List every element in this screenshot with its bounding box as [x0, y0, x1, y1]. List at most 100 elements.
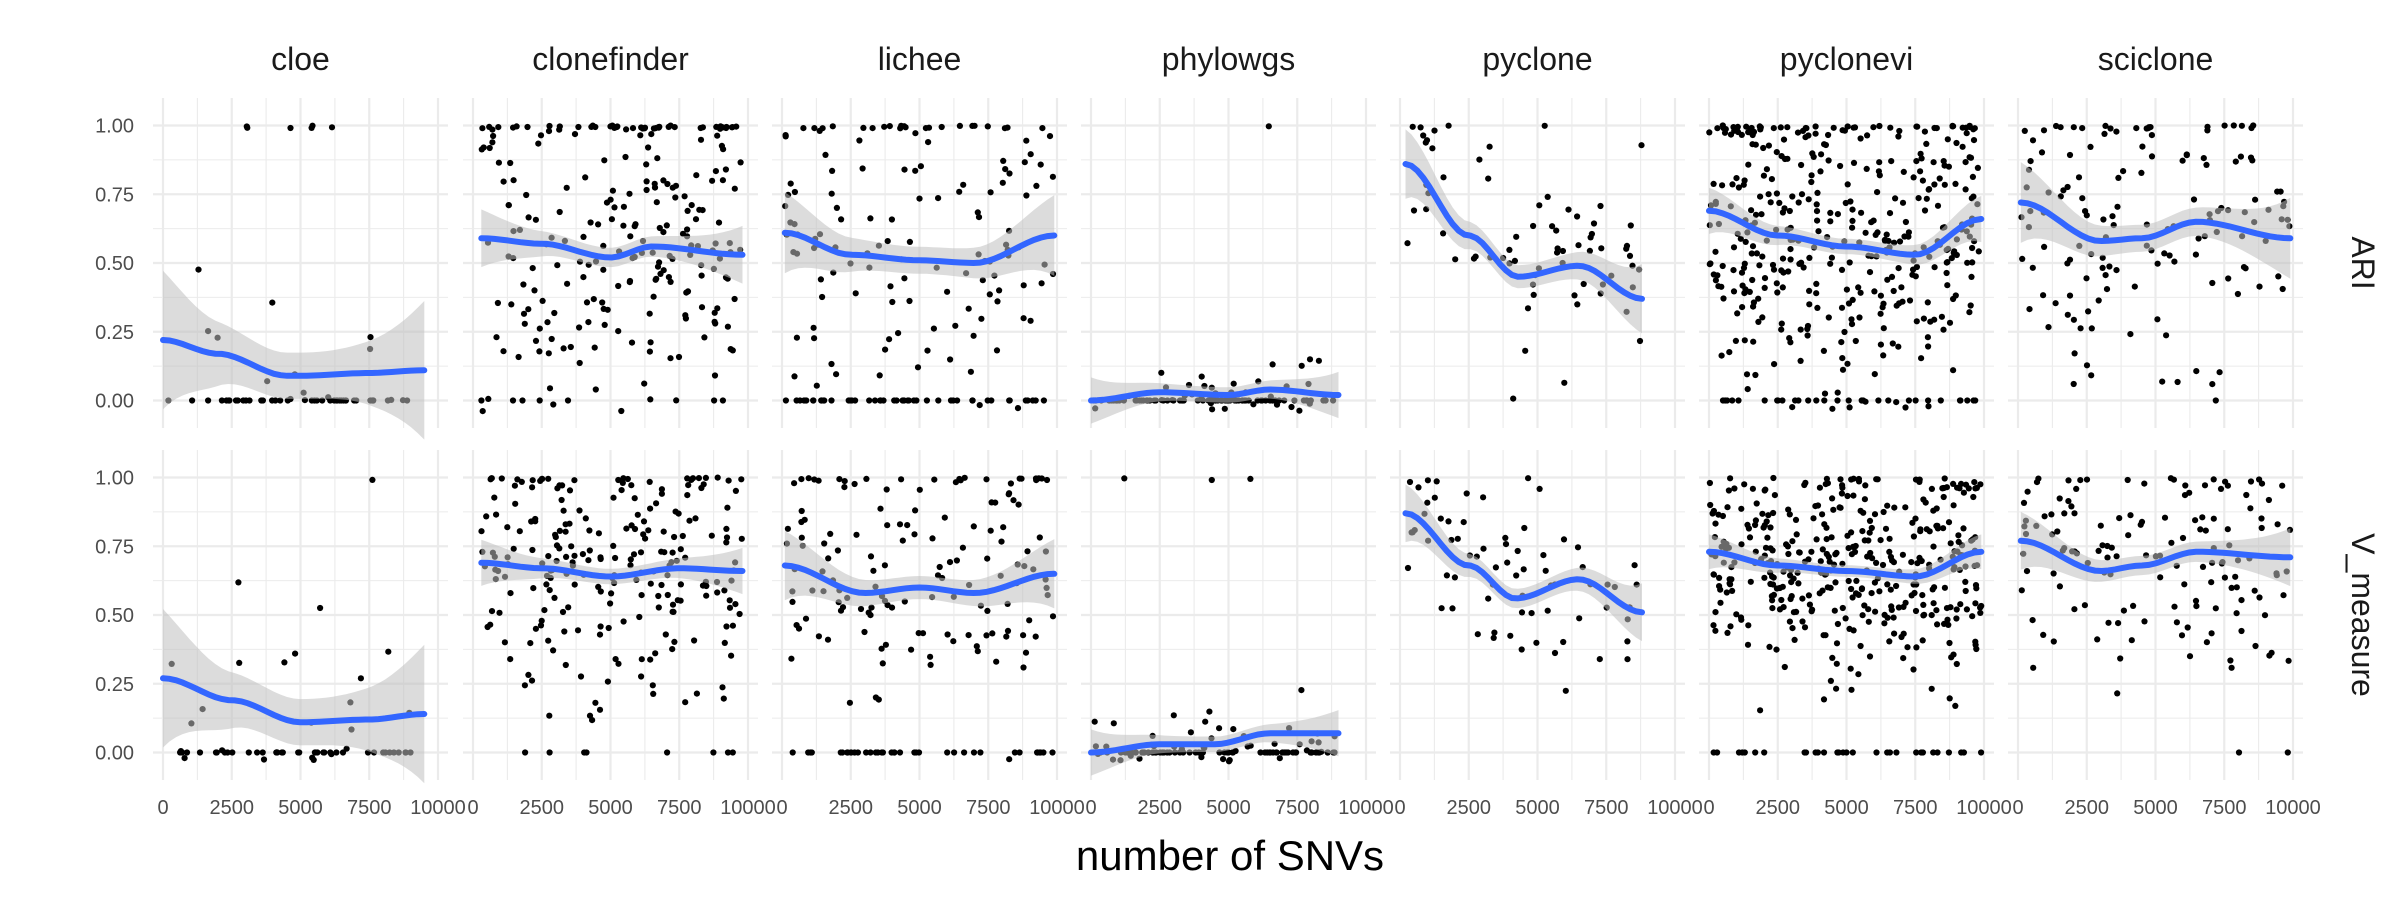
x-tick-label: 10000 — [2265, 797, 2321, 819]
data-point — [1962, 587, 1969, 595]
data-point — [2066, 292, 2074, 299]
data-point — [1206, 708, 1213, 715]
data-point — [1808, 608, 1815, 615]
data-point — [539, 297, 546, 304]
data-point — [640, 531, 647, 538]
data-point — [646, 348, 654, 355]
data-point — [2061, 510, 2068, 517]
y-tick-label: 1.00 — [95, 116, 134, 138]
data-point — [1876, 122, 1883, 130]
data-point — [260, 756, 268, 763]
data-point — [881, 123, 888, 130]
data-point — [1857, 135, 1864, 142]
data-point — [1943, 269, 1950, 277]
data-point — [1710, 180, 1717, 187]
data-point — [859, 165, 866, 172]
data-point — [996, 287, 1003, 294]
data-point — [1561, 379, 1568, 386]
data-point — [2127, 331, 2134, 338]
data-point — [1974, 164, 1981, 171]
data-point — [1893, 749, 1900, 756]
data-point — [1712, 277, 1719, 284]
data-point — [545, 350, 552, 357]
data-point — [496, 609, 503, 616]
data-point — [1636, 337, 1644, 345]
facet-panel-cloe-ARI — [153, 98, 448, 440]
data-point — [829, 123, 836, 130]
data-point — [277, 397, 284, 404]
data-point — [1626, 252, 1634, 259]
data-point — [1900, 655, 1907, 662]
data-point — [1845, 300, 1853, 307]
data-point — [1960, 525, 1967, 532]
data-point — [2192, 251, 2199, 258]
data-point — [1887, 124, 1894, 131]
data-point — [1858, 209, 1865, 216]
data-point — [1530, 291, 1537, 298]
data-point — [1838, 304, 1846, 311]
data-point — [478, 528, 485, 535]
data-point — [1792, 397, 1799, 404]
data-point — [1746, 288, 1753, 295]
x-tick-label: 0 — [157, 797, 168, 819]
y-tick-label: 0.75 — [95, 536, 134, 558]
data-point — [1839, 355, 1846, 362]
data-point — [1758, 211, 1765, 218]
data-point — [984, 123, 991, 130]
data-point — [984, 555, 991, 562]
data-point — [627, 556, 634, 563]
data-point — [479, 408, 486, 415]
data-point — [1514, 547, 1521, 555]
data-point — [615, 282, 622, 290]
data-point — [671, 124, 678, 131]
data-point — [1871, 579, 1878, 586]
data-point — [2085, 308, 2092, 315]
data-point — [2088, 325, 2095, 332]
data-point — [1923, 195, 1930, 202]
data-point — [2232, 158, 2239, 165]
facet-panels — [153, 98, 2303, 784]
data-point — [2066, 151, 2074, 159]
data-point — [1849, 206, 1856, 213]
y-tick-label: 1.00 — [95, 468, 134, 490]
facet-panel-clonefinder-ARI — [463, 98, 758, 428]
data-point — [2131, 283, 2138, 290]
data-point — [1565, 206, 1572, 213]
data-point — [1912, 607, 1920, 615]
data-point — [664, 591, 671, 599]
smooth-line — [1706, 548, 1985, 580]
data-point — [1825, 131, 1832, 139]
data-point — [1779, 397, 1786, 404]
data-point — [1757, 707, 1764, 714]
data-point — [504, 524, 511, 531]
data-point — [1843, 749, 1850, 756]
data-point — [695, 475, 703, 482]
data-point — [2171, 258, 2178, 265]
data-point — [1953, 615, 1960, 622]
confidence-band — [2020, 162, 2291, 279]
data-point — [1707, 501, 1714, 509]
data-point — [610, 542, 617, 550]
data-point — [532, 216, 540, 223]
data-point — [1833, 549, 1840, 557]
data-point — [1729, 587, 1736, 595]
data-point — [1588, 230, 1595, 238]
data-point — [2079, 125, 2086, 132]
data-point — [793, 622, 800, 629]
data-point — [710, 749, 717, 756]
data-point — [1899, 551, 1906, 558]
data-point — [1485, 175, 1492, 182]
data-point — [900, 397, 907, 404]
data-point — [2201, 482, 2209, 489]
data-point — [1969, 244, 1976, 252]
data-point — [589, 717, 596, 724]
data-point — [947, 356, 954, 363]
data-point — [1006, 397, 1013, 404]
data-point — [993, 658, 1000, 665]
x-tick-label: 2500 — [2065, 797, 2110, 819]
data-point — [2083, 212, 2090, 219]
data-point — [2225, 275, 2232, 282]
data-point — [1431, 494, 1438, 501]
facet-title-phylowgs: phylowgs — [1162, 41, 1295, 77]
data-point — [571, 131, 579, 138]
